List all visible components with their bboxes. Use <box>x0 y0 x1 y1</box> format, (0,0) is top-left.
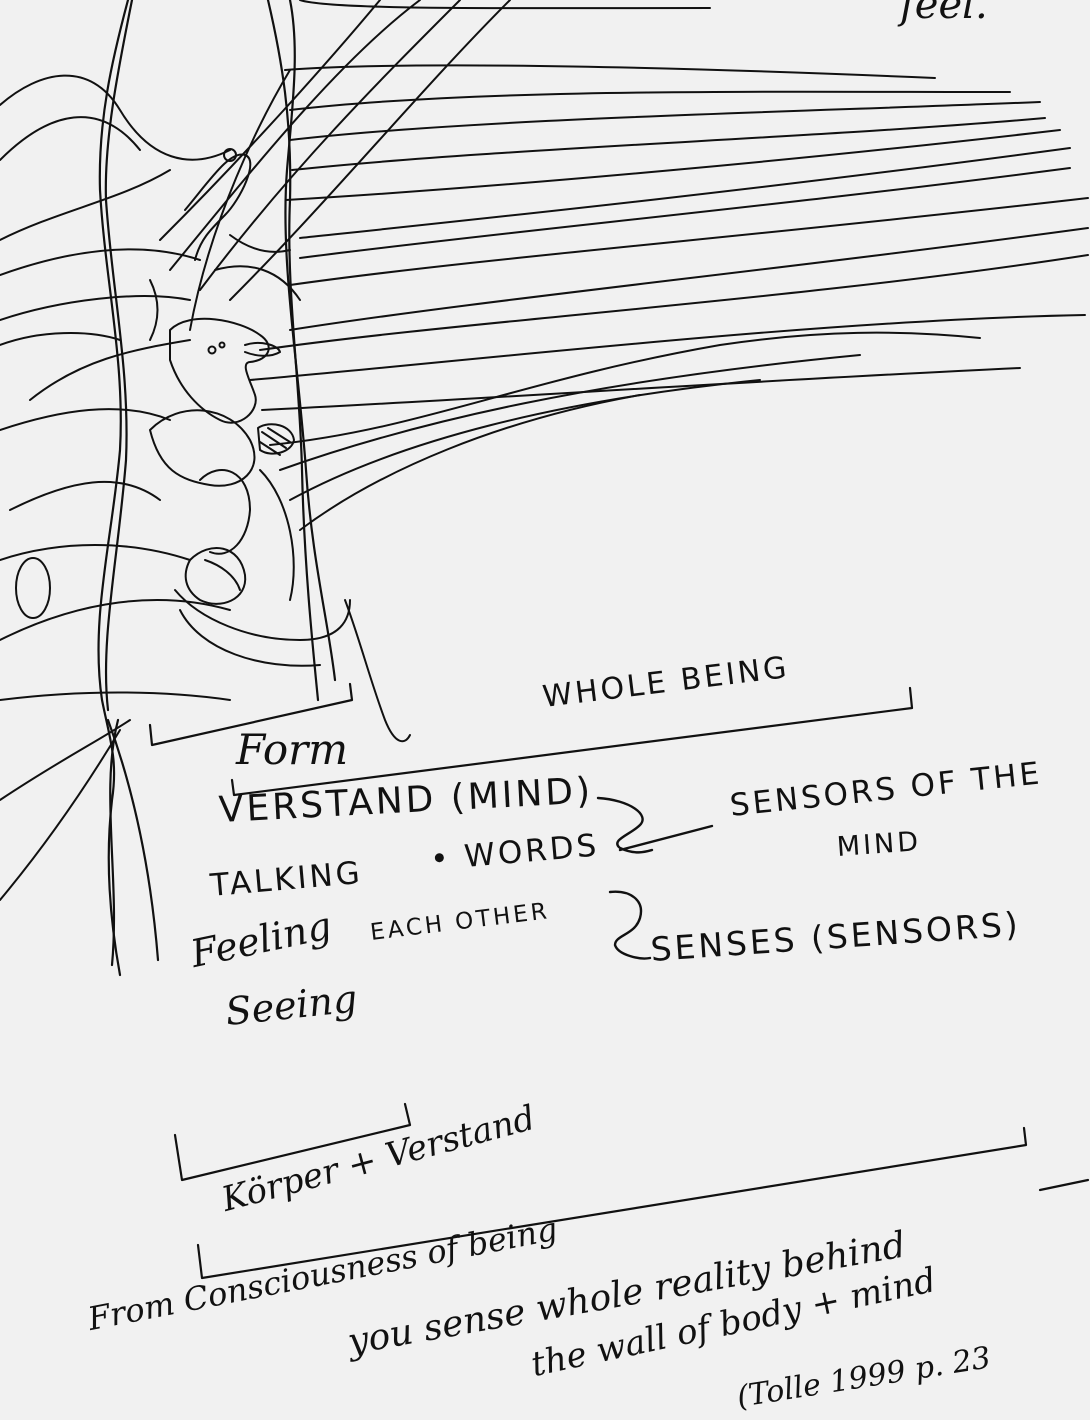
connectors <box>596 796 714 960</box>
inner-figures <box>15 148 411 743</box>
flow-lines-top <box>159 0 711 331</box>
sensors-mind-line2: MIND <box>835 826 923 863</box>
top-fragment-text: feel. <box>900 0 988 28</box>
flow-lines-right <box>249 64 1089 531</box>
form-label: Form <box>236 725 349 774</box>
brackets <box>148 682 1090 1280</box>
column-lines <box>97 0 337 977</box>
